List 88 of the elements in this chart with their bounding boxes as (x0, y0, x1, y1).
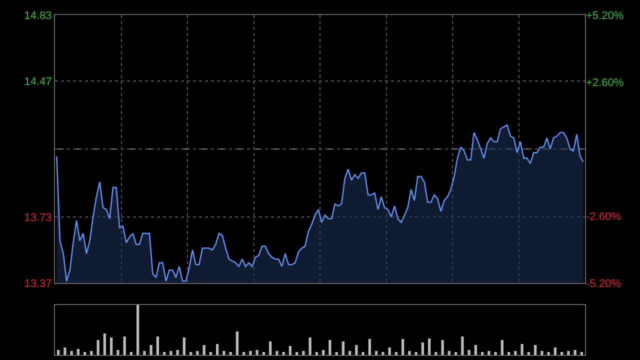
bar (229, 352, 232, 355)
bar (150, 345, 152, 355)
bar (374, 351, 378, 355)
bar (103, 334, 106, 355)
bar (282, 352, 285, 355)
bar (56, 350, 60, 355)
bar (70, 351, 73, 355)
bar (441, 340, 444, 355)
bar (480, 352, 484, 355)
bar (189, 352, 192, 355)
bar (315, 352, 318, 355)
bar (123, 336, 126, 355)
bar (162, 352, 166, 355)
bar (116, 350, 120, 355)
bar (182, 338, 186, 355)
bar (90, 351, 93, 355)
y2-tick-label: +2.60% (586, 76, 624, 89)
y-tick-label: 13.73 (24, 212, 52, 224)
bar (242, 352, 246, 355)
bar (368, 339, 372, 355)
bar (514, 351, 517, 355)
y-tick-label: 14.47 (24, 76, 52, 88)
bar (394, 352, 398, 355)
bar (170, 351, 172, 355)
bar (249, 351, 252, 355)
bar (414, 352, 418, 355)
bar (288, 346, 292, 355)
bar (382, 352, 384, 355)
y-tick-label: 14.83 (24, 10, 52, 22)
bar (216, 344, 219, 355)
bar (76, 349, 80, 355)
bar (454, 352, 458, 355)
bar (355, 345, 358, 355)
bar (494, 352, 497, 355)
bar (268, 342, 272, 355)
bar (130, 352, 133, 355)
bar (461, 336, 464, 355)
bar (328, 340, 332, 355)
bar (64, 348, 66, 355)
bar (421, 342, 424, 355)
bar (527, 352, 530, 355)
bar (388, 348, 391, 355)
bar (547, 352, 550, 355)
bar (236, 332, 239, 355)
bar (96, 340, 100, 355)
bar (322, 350, 325, 355)
bar (500, 340, 504, 355)
bar (202, 345, 206, 355)
bar (567, 351, 570, 355)
bar (83, 352, 86, 355)
bar (295, 352, 298, 355)
y-tick-label: 13.37 (24, 278, 52, 290)
bar (448, 351, 451, 355)
y2-tick-label: +5.20% (586, 10, 624, 22)
bar (335, 352, 338, 355)
bar (276, 351, 278, 355)
bar (488, 351, 490, 355)
bar (176, 350, 179, 355)
bar (110, 338, 113, 355)
bar (574, 350, 576, 355)
bar (302, 351, 305, 355)
bar (580, 352, 584, 355)
bar (401, 339, 404, 355)
bar (222, 351, 226, 355)
bar (143, 351, 146, 355)
bar (507, 352, 510, 355)
bar (428, 338, 431, 355)
bar (256, 350, 258, 355)
bar (534, 345, 537, 355)
bar (342, 342, 345, 355)
bar (136, 305, 140, 355)
y2-tick-label: -2.60% (586, 210, 622, 223)
bar (520, 344, 524, 355)
bar (156, 336, 160, 355)
bar (348, 351, 352, 355)
bar (362, 352, 364, 355)
bar (474, 345, 478, 355)
bar (196, 351, 199, 355)
y2-tick-label: -5.20% (586, 278, 622, 290)
bar (308, 338, 312, 355)
bar (408, 351, 411, 355)
bar (468, 350, 470, 355)
bar (209, 352, 212, 355)
bar (554, 348, 557, 355)
bar (540, 351, 544, 355)
bar (262, 352, 266, 355)
bar (434, 352, 438, 355)
bar (560, 352, 564, 355)
